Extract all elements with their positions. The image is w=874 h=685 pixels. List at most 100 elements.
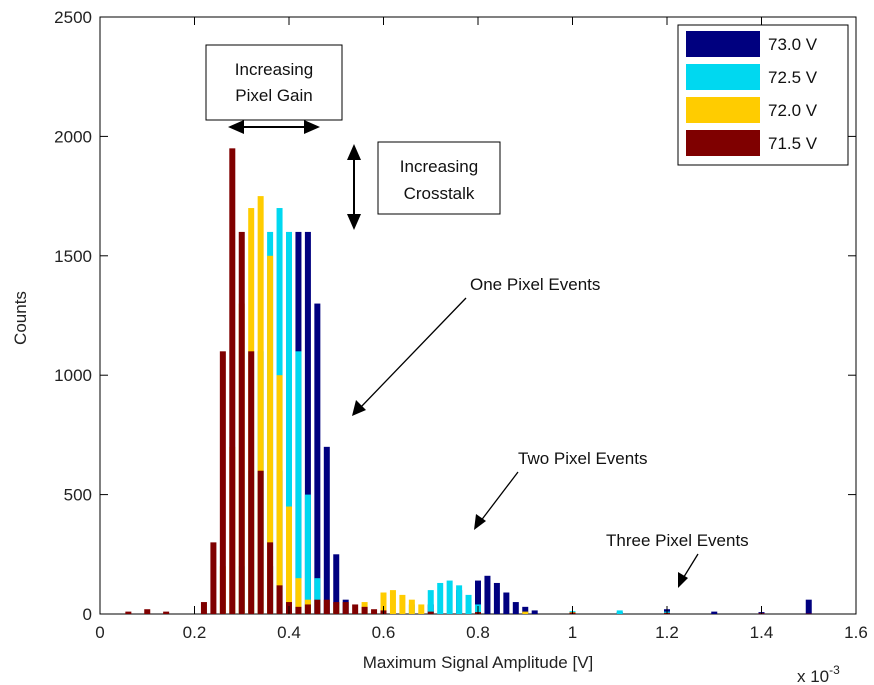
bar-series-1-12: [437, 582, 444, 614]
bar-series-2-12: [380, 592, 387, 614]
pixel-gain-box: [205, 44, 343, 121]
bar-series-2-7: [286, 506, 292, 614]
two-pixel-label: Two Pixel Events: [518, 449, 647, 468]
bar-series-3-5: [219, 351, 226, 614]
bar-series-2-6: [276, 375, 283, 614]
crosstalk-line2: Crosstalk: [404, 184, 475, 203]
x-tick-label-3: 0.6: [372, 623, 396, 642]
x-tick-label-8: 1.6: [844, 623, 868, 642]
bar-series-0-6: [323, 446, 330, 614]
bar-series-3-7: [238, 231, 245, 615]
annotation-two-pixel: Two Pixel Events: [474, 449, 647, 530]
bar-series-1-7: [304, 494, 311, 614]
y-tick-label-5: 2500: [54, 8, 92, 27]
y-tick-label-4: 2000: [54, 127, 92, 146]
bar-series-1-5: [286, 231, 292, 615]
bars-group: [125, 148, 812, 615]
three-pixel-arrowhead-icon: [678, 572, 688, 588]
bar-series-0-21: [711, 611, 718, 614]
bar-series-3-0: [125, 611, 132, 614]
bar-series-3-20: [361, 606, 368, 614]
three-pixel-label: Three Pixel Events: [606, 531, 749, 550]
bar-series-3-15: [314, 599, 321, 614]
bar-series-2-15: [408, 599, 415, 614]
one-pixel-label: One Pixel Events: [470, 275, 600, 294]
crosstalk-arrow-down-icon: [347, 214, 361, 230]
bar-series-3-18: [342, 602, 349, 614]
crosstalk-arrow-up-icon: [347, 144, 361, 160]
bar-series-3-23: [427, 611, 434, 614]
y-tick-label-1: 500: [64, 486, 92, 505]
pixel-gain-line2: Pixel Gain: [235, 86, 312, 105]
x-multiplier-label: x 10-3: [797, 663, 840, 685]
bar-series-0-15: [512, 602, 519, 614]
bar-series-1-8: [314, 578, 321, 614]
y-tick-label-2: 1000: [54, 366, 92, 385]
legend-swatch-0: [686, 31, 760, 57]
bar-series-0-5: [314, 303, 321, 614]
bar-series-1-6: [295, 351, 302, 614]
bar-series-1-13: [446, 580, 453, 614]
one-pixel-arrowhead-icon: [352, 400, 366, 416]
y-axis: 0 500 1000 1500 2000 2500: [54, 8, 856, 624]
bar-series-2-8: [295, 578, 302, 614]
bar-series-0-11: [475, 580, 481, 614]
x-multiplier-base: x 10: [797, 667, 829, 685]
annotation-pixel-gain: Increasing Pixel Gain: [205, 44, 343, 134]
x-tick-label-6: 1.2: [655, 623, 679, 642]
bar-series-0-4: [304, 231, 311, 615]
legend-label-3: 71.5 V: [768, 134, 818, 153]
bar-series-2-13: [389, 590, 396, 614]
bar-series-3-13: [295, 606, 302, 614]
bar-series-2-17: [522, 611, 529, 614]
one-pixel-arrow-line: [359, 297, 467, 409]
x-tick-label-0: 0: [95, 623, 104, 642]
x-tick-label-4: 0.8: [466, 623, 490, 642]
x-multiplier-exponent: -3: [829, 663, 840, 677]
x-tick-label-1: 0.2: [183, 623, 207, 642]
legend-swatch-3: [686, 130, 760, 156]
bar-series-3-4: [210, 542, 217, 614]
x-axis: 0 0.2 0.4 0.6 0.8 1 1.2 1.4 1.6: [95, 17, 868, 642]
legend-swatch-1: [686, 64, 760, 90]
bar-series-2-16: [418, 604, 425, 614]
bar-series-0-7: [333, 554, 340, 614]
bar-series-3-19: [352, 604, 359, 614]
bar-series-3-21: [371, 609, 378, 614]
bar-series-1-14: [456, 585, 463, 614]
pixel-gain-arrow-right-icon: [304, 120, 320, 134]
bar-series-2-14: [399, 594, 406, 614]
bar-series-3-11: [276, 585, 283, 614]
bar-series-3-16: [323, 599, 330, 614]
x-axis-label: Maximum Signal Amplitude [V]: [363, 653, 594, 672]
bar-series-3-2: [163, 611, 170, 614]
crosstalk-line1: Increasing: [400, 157, 478, 176]
bar-series-3-3: [200, 602, 207, 614]
crosstalk-box: [377, 141, 501, 215]
bar-series-2-4: [257, 196, 264, 614]
three-pixel-arrow-line: [681, 553, 699, 581]
bar-series-3-8: [248, 351, 255, 614]
bar-series-0-17: [531, 610, 538, 614]
annotation-three-pixel: Three Pixel Events: [606, 531, 749, 588]
bar-series-1-11: [427, 590, 434, 614]
bar-series-3-6: [229, 148, 236, 614]
bar-series-3-17: [333, 602, 340, 614]
two-pixel-arrowhead-icon: [474, 514, 486, 530]
bar-series-0-23: [805, 599, 812, 614]
legend-label-2: 72.0 V: [768, 101, 818, 120]
pixel-gain-arrow-left-icon: [228, 120, 244, 134]
bar-series-3-9: [257, 470, 264, 614]
x-tick-label-5: 1: [568, 623, 577, 642]
y-axis-label: Counts: [11, 291, 30, 345]
legend: 73.0 V 72.5 V 72.0 V 71.5 V: [677, 24, 849, 166]
bar-series-3-1: [144, 609, 151, 614]
bar-series-0-12: [484, 575, 491, 614]
x-tick-label-7: 1.4: [750, 623, 774, 642]
annotation-crosstalk: Increasing Crosstalk: [347, 141, 501, 230]
bar-series-3-10: [267, 542, 274, 614]
annotation-one-pixel: One Pixel Events: [352, 275, 600, 416]
bar-series-1-18: [616, 610, 623, 614]
legend-label-1: 72.5 V: [768, 68, 818, 87]
